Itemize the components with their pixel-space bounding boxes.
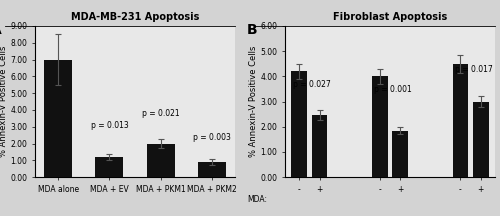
Text: p = 0.001: p = 0.001 — [374, 85, 412, 94]
Text: B: B — [247, 23, 258, 37]
Bar — [452, 64, 468, 177]
Bar — [372, 76, 388, 177]
Y-axis label: % Annexin-V Positive Cells: % Annexin-V Positive Cells — [248, 46, 258, 157]
Text: p = 0.003: p = 0.003 — [193, 133, 231, 142]
Bar — [312, 115, 328, 177]
Bar — [44, 60, 72, 177]
Bar — [392, 130, 408, 177]
Title: MDA-MB-231 Apoptosis: MDA-MB-231 Apoptosis — [71, 12, 199, 22]
Bar — [146, 143, 174, 177]
Y-axis label: % Annexin-V Positive Cells: % Annexin-V Positive Cells — [0, 46, 8, 157]
Text: MDA:: MDA: — [247, 195, 267, 204]
Bar — [96, 157, 124, 177]
Bar — [292, 71, 308, 177]
Title: Fibroblast Apoptosis: Fibroblast Apoptosis — [333, 12, 447, 22]
Text: p = 0.021: p = 0.021 — [142, 109, 180, 118]
Text: A: A — [0, 23, 2, 37]
Text: p = 0.027: p = 0.027 — [294, 80, 331, 89]
Bar — [198, 162, 226, 177]
Bar — [472, 102, 488, 177]
Text: p = 0.013: p = 0.013 — [90, 121, 128, 130]
Text: p = 0.017: p = 0.017 — [454, 65, 492, 74]
